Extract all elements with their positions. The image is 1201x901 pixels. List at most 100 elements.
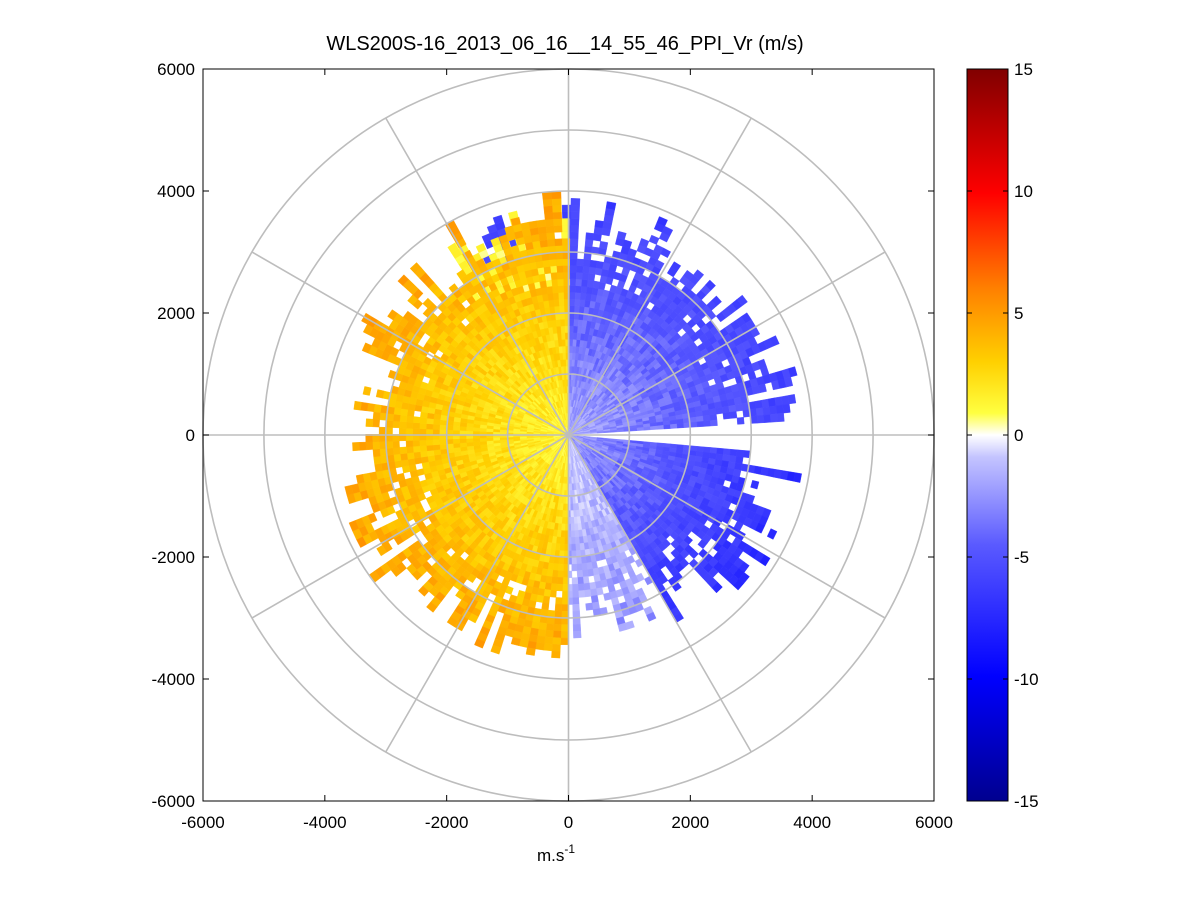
velocity-cell xyxy=(554,603,563,612)
velocity-cell xyxy=(553,623,562,632)
velocity-cell xyxy=(581,569,589,578)
velocity-cell xyxy=(551,650,561,659)
velocity-cell xyxy=(439,424,447,431)
velocity-cell xyxy=(412,428,420,435)
velocity-cell xyxy=(570,231,579,240)
velocity-cell xyxy=(573,516,578,525)
velocity-cell xyxy=(466,430,474,435)
velocity-cell xyxy=(708,408,717,416)
velocity-cell xyxy=(570,218,580,226)
velocity-cell xyxy=(400,459,409,468)
velocity-cell xyxy=(560,631,569,639)
velocity-cell xyxy=(582,576,590,584)
velocity-cell xyxy=(537,628,547,638)
velocity-cell xyxy=(585,602,594,611)
velocity-cell xyxy=(559,536,565,545)
velocity-cell xyxy=(569,325,575,333)
velocity-cell xyxy=(570,204,580,213)
velocity-cell xyxy=(452,438,461,444)
velocity-cell xyxy=(536,635,546,644)
velocity-cell xyxy=(555,597,563,605)
velocity-cell xyxy=(721,405,730,414)
velocity-cell xyxy=(716,447,725,455)
velocity-cell xyxy=(784,376,794,388)
velocity-cell xyxy=(750,480,760,490)
velocity-cell xyxy=(569,292,576,300)
velocity-cell xyxy=(736,294,748,307)
velocity-cell xyxy=(373,455,382,465)
velocity-cell xyxy=(734,403,744,412)
velocity-cell xyxy=(570,258,578,266)
velocity-cell xyxy=(392,413,401,422)
velocity-cell xyxy=(705,279,716,291)
velocity-cell xyxy=(599,240,609,250)
velocity-cell xyxy=(465,438,474,443)
velocity-cell xyxy=(425,423,434,430)
velocity-cell xyxy=(569,318,575,327)
velocity-cell xyxy=(372,411,381,421)
velocity-cell xyxy=(580,285,588,294)
velocity-cell xyxy=(584,589,592,598)
velocity-cell xyxy=(575,272,583,280)
velocity-cell xyxy=(709,413,718,421)
velocity-cell xyxy=(365,418,374,428)
velocity-cell xyxy=(385,427,393,435)
velocity-cell xyxy=(793,472,802,483)
velocity-cell xyxy=(763,414,772,423)
velocity-cell xyxy=(581,279,589,287)
velocity-cell xyxy=(543,589,551,598)
velocity-cell xyxy=(412,422,420,429)
velocity-field xyxy=(344,191,802,659)
velocity-cell xyxy=(353,400,362,411)
velocity-cell xyxy=(373,404,382,413)
velocity-cell xyxy=(558,556,565,565)
velocity-cell xyxy=(419,417,428,424)
velocity-cell xyxy=(574,536,580,545)
velocity-cell xyxy=(407,458,416,466)
velocity-cell xyxy=(569,352,573,360)
velocity-cell xyxy=(406,452,415,460)
chart-title: WLS200S-16_2013_06_16__14_55_46_PPI_Vr (… xyxy=(326,33,803,55)
velocity-cell xyxy=(419,428,427,435)
velocity-cell xyxy=(419,445,428,452)
velocity-cell xyxy=(570,224,579,233)
velocity-cell xyxy=(592,233,602,242)
velocity-cell xyxy=(573,318,579,327)
velocity-cell xyxy=(569,496,574,505)
velocity-cell xyxy=(551,569,559,578)
velocity-cell xyxy=(570,198,581,206)
velocity-cell xyxy=(399,414,408,423)
velocity-cell xyxy=(690,421,698,428)
velocity-cell xyxy=(569,265,578,273)
velocity-cell xyxy=(570,211,580,219)
velocity-cell xyxy=(358,441,367,451)
velocity-cell xyxy=(561,610,569,619)
velocity-cell xyxy=(472,441,481,446)
velocity-cell xyxy=(372,441,380,450)
velocity-cell xyxy=(594,219,605,229)
velocity-cell xyxy=(426,444,434,452)
velocity-cell xyxy=(735,456,744,465)
velocity-cell xyxy=(590,595,599,604)
velocity-cell xyxy=(452,425,461,431)
velocity-cell xyxy=(562,211,571,219)
velocity-cell xyxy=(412,416,421,424)
velocity-cell xyxy=(425,439,434,446)
velocity-cell xyxy=(360,401,369,412)
velocity-cell xyxy=(561,604,569,612)
velocity-cell xyxy=(630,427,638,432)
velocity-cell xyxy=(452,442,461,449)
velocity-cell xyxy=(693,269,705,281)
velocity-cell xyxy=(562,577,569,585)
velocity-cell xyxy=(439,439,447,445)
velocity-cell xyxy=(589,581,597,590)
velocity-cell xyxy=(755,407,764,417)
velocity-cell xyxy=(399,421,407,429)
velocity-cell xyxy=(439,443,448,450)
velocity-cell xyxy=(406,415,414,423)
velocity-cell xyxy=(399,446,408,455)
velocity-cell xyxy=(577,576,584,585)
velocity-cell xyxy=(574,298,581,307)
velocity-cell xyxy=(569,278,577,286)
